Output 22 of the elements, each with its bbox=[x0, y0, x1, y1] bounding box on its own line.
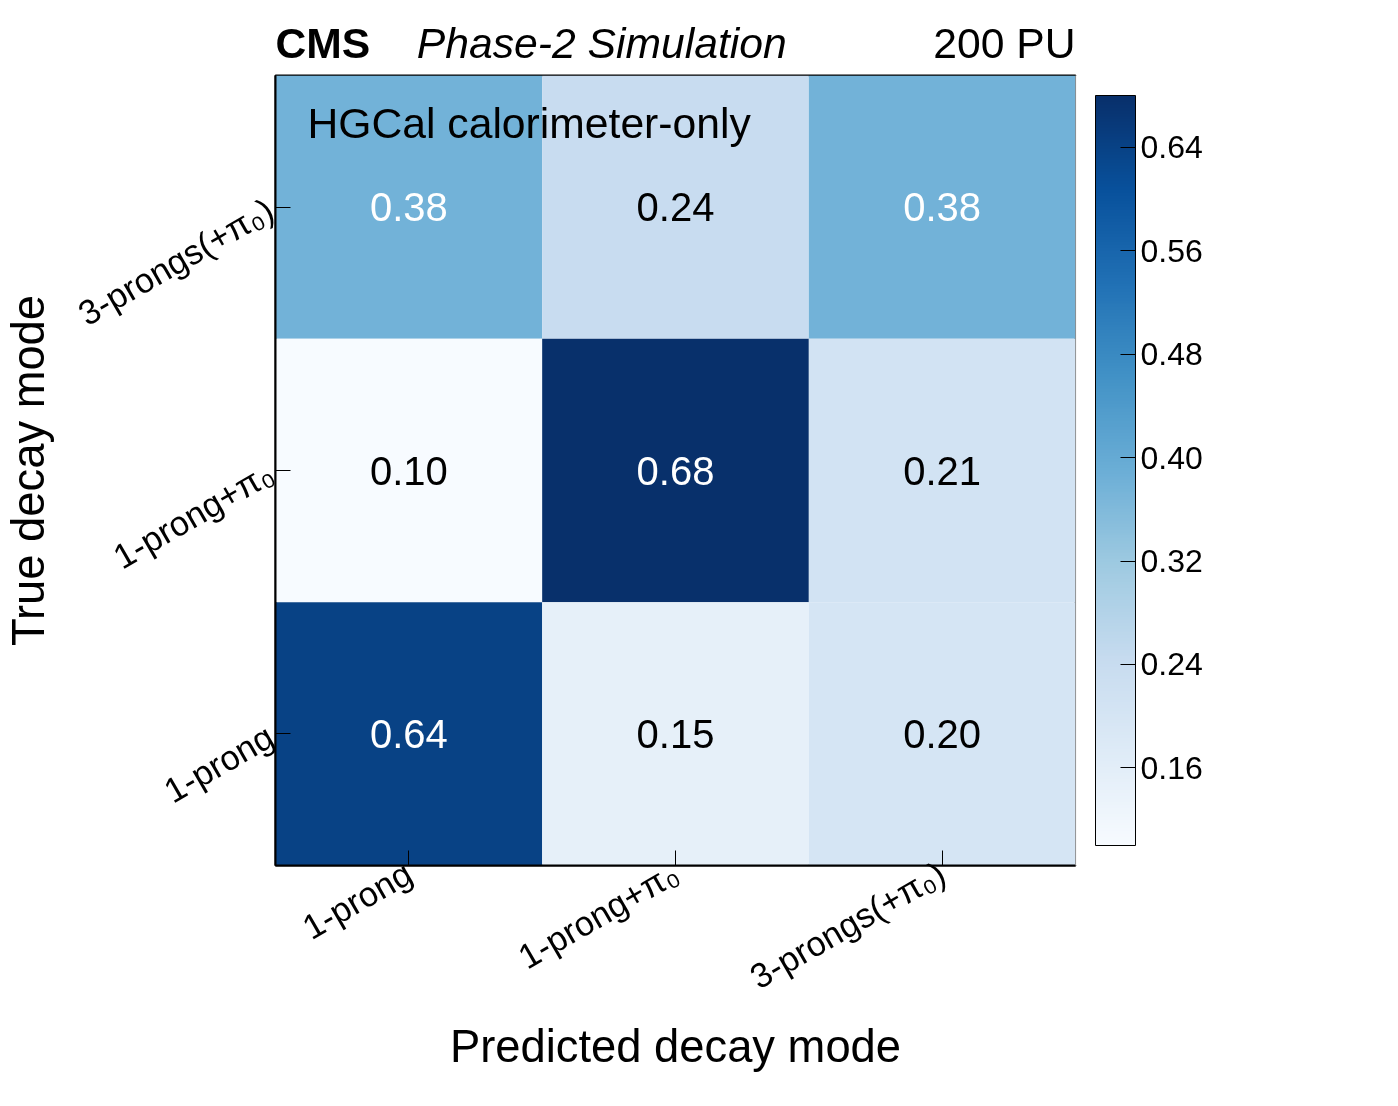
chart-subtitle: Phase-2 Simulation bbox=[416, 18, 787, 67]
color-bar-label: 0.64 bbox=[1140, 129, 1203, 166]
data-label: 0.68 bbox=[636, 448, 715, 493]
data-label: 0.64 bbox=[369, 711, 448, 756]
data-label: 0.20 bbox=[903, 711, 982, 756]
chart-title: CMS bbox=[275, 18, 371, 67]
color-bar-label: 0.40 bbox=[1140, 439, 1203, 476]
data-label: 0.24 bbox=[636, 185, 715, 230]
y-axis-title: True decay mode bbox=[3, 294, 55, 647]
color-bar-label: 0.16 bbox=[1140, 749, 1203, 786]
color-bar-label: 0.48 bbox=[1140, 336, 1203, 373]
data-label: 0.10 bbox=[369, 448, 448, 493]
color-bar-label: 0.24 bbox=[1140, 646, 1203, 683]
color-bar-label: 0.56 bbox=[1140, 232, 1203, 269]
data-label: 0.38 bbox=[903, 185, 982, 230]
color-bar-label: 0.32 bbox=[1140, 543, 1203, 580]
annotation: HGCal calorimeter-only bbox=[307, 98, 752, 147]
x-axis-title: Predicted decay mode bbox=[449, 1020, 902, 1072]
data-label: 0.15 bbox=[636, 711, 715, 756]
text: 200 PU bbox=[933, 18, 1076, 67]
data-label: 0.38 bbox=[369, 185, 448, 230]
data-label: 0.21 bbox=[903, 448, 982, 493]
